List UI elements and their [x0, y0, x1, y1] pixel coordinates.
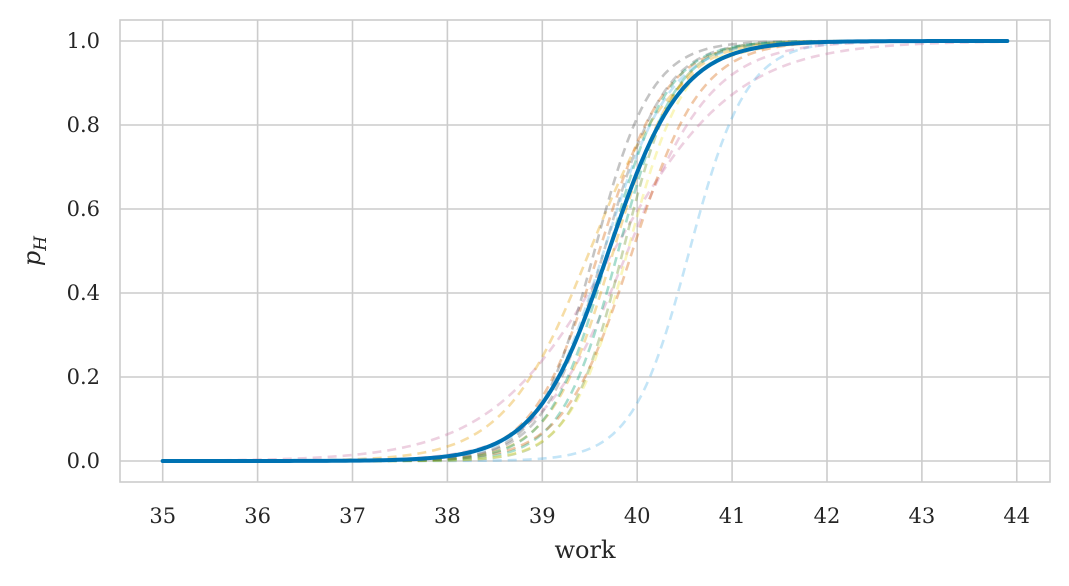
y-axis-label: pH — [18, 235, 51, 266]
y-tick-label: 0.4 — [67, 281, 100, 305]
x-tick-label: 41 — [719, 504, 746, 528]
x-tick-label: 42 — [814, 504, 841, 528]
y-tick-label: 0.2 — [67, 365, 100, 389]
main-series — [160, 39, 1010, 463]
main-series-line — [160, 39, 1010, 463]
series-line — [162, 40, 1008, 463]
x-tick-label: 35 — [149, 504, 176, 528]
y-tick-label: 0.0 — [67, 449, 100, 473]
x-axis-label: work — [554, 536, 615, 564]
x-tick-label: 39 — [529, 504, 556, 528]
x-tick-labels: 35 36 37 38 39 40 41 42 43 44 — [149, 504, 1030, 528]
x-tick-label: 38 — [434, 504, 461, 528]
x-tick-label: 36 — [244, 504, 271, 528]
plot-frame — [119, 19, 1051, 483]
y-tick-label: 0.6 — [67, 197, 100, 221]
x-tick-label: 43 — [909, 504, 936, 528]
y-tick-label: 0.8 — [67, 113, 100, 137]
x-tick-label: 40 — [624, 504, 651, 528]
y-axis-label-base: p — [18, 251, 46, 266]
y-axis-label-subscript: H — [31, 235, 51, 252]
grid — [120, 20, 1050, 482]
x-tick-label: 44 — [1003, 504, 1030, 528]
x-tick-label: 37 — [339, 504, 366, 528]
y-tick-labels: 0.0 0.2 0.4 0.6 0.8 1.0 — [67, 29, 100, 473]
y-tick-label: 1.0 — [67, 29, 100, 53]
